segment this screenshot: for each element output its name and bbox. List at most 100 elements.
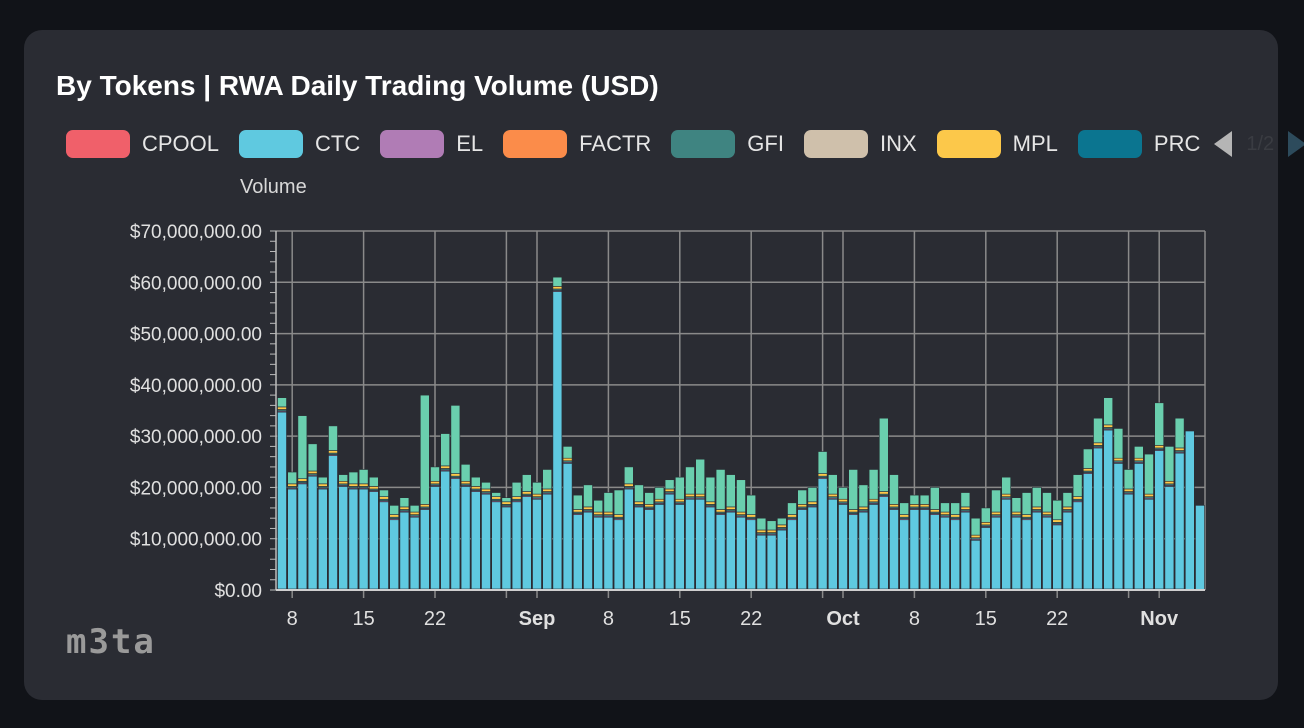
bar-segment-other[interactable] [848,469,859,510]
bar-segment-ctc[interactable] [368,491,379,590]
bar-segment-ctc[interactable] [736,516,746,590]
bar-segment-mpl[interactable] [766,529,777,533]
bar-segment-ctc[interactable] [766,534,777,590]
bar-segment-other[interactable] [1164,446,1175,482]
bar-segment-mpl[interactable] [1083,468,1093,472]
bar-segment-ctc[interactable] [491,501,502,590]
bar-segment-ctc[interactable] [297,483,308,590]
bar-segment-other[interactable] [766,520,777,531]
bar-segment-mpl[interactable] [970,534,981,538]
bar-segment-ctc[interactable] [950,519,961,590]
bar-segment-ctc[interactable] [1072,501,1083,590]
bar-segment-ctc[interactable] [838,504,848,590]
bar-segment-other[interactable] [899,502,910,515]
bar-segment-other[interactable] [807,487,818,503]
bar-segment-mpl[interactable] [583,506,593,510]
bar-segment-other[interactable] [532,481,542,495]
bar-segment-ctc[interactable] [705,506,716,590]
bar-segment-ctc[interactable] [552,291,563,590]
bar-segment-mpl[interactable] [501,501,512,505]
bar-segment-ctc[interactable] [1042,516,1052,590]
bar-segment-ctc[interactable] [685,498,695,590]
bar-segment-mpl[interactable] [736,511,746,515]
bar-segment-other[interactable] [1052,499,1062,521]
bar-segment-other[interactable] [1021,492,1032,515]
bar-segment-mpl[interactable] [715,509,726,513]
bar-segment-other[interactable] [613,489,624,515]
bar-segment-mpl[interactable] [317,483,328,487]
bar-segment-other[interactable] [787,502,797,515]
bar-segment-other[interactable] [929,487,940,510]
bar-segment-ctc[interactable] [715,514,726,590]
bar-segment-ctc[interactable] [827,498,838,590]
legend-item-el[interactable]: EL [380,130,483,158]
bar-segment-ctc[interactable] [674,504,685,590]
bar-segment-mpl[interactable] [991,511,1001,515]
bar-segment-mpl[interactable] [695,493,706,497]
bar-segment-other[interactable] [674,476,685,500]
bar-segment-mpl[interactable] [838,498,848,503]
bar-segment-mpl[interactable] [705,501,716,505]
bar-segment-other[interactable] [1032,487,1042,508]
bar-segment-other[interactable] [419,394,430,505]
bar-segment-other[interactable] [521,474,532,492]
bar-segment-other[interactable] [1072,474,1083,497]
bar-segment-other[interactable] [1134,446,1144,459]
bar-segment-ctc[interactable] [1052,524,1062,590]
bar-segment-ctc[interactable] [379,501,389,590]
bar-segment-mpl[interactable] [899,514,910,518]
bar-segment-mpl[interactable] [817,473,828,477]
bar-segment-mpl[interactable] [827,493,838,497]
bar-segment-other[interactable] [919,494,930,505]
bar-segment-other[interactable] [909,494,920,505]
bar-segment-ctc[interactable] [440,470,451,590]
bar-segment-ctc[interactable] [756,534,767,590]
bar-segment-other[interactable] [1103,397,1113,426]
bar-segment-mpl[interactable] [623,483,634,487]
bar-segment-mpl[interactable] [848,509,859,513]
bar-segment-ctc[interactable] [1164,486,1175,590]
bar-segment-ctc[interactable] [1185,430,1195,591]
bar-segment-ctc[interactable] [1195,505,1205,591]
bar-segment-ctc[interactable] [654,504,665,590]
legend-item-factr[interactable]: FACTR [503,130,651,158]
bar-segment-mpl[interactable] [868,498,879,503]
bar-segment-other[interactable] [491,492,502,497]
legend-item-inx[interactable]: INX [803,130,917,158]
bar-segment-ctc[interactable] [878,496,889,590]
bar-segment-mpl[interactable] [572,509,583,513]
bar-segment-other[interactable] [583,484,593,508]
bar-segment-mpl[interactable] [1052,519,1062,523]
bar-segment-ctc[interactable] [521,496,532,590]
bar-segment-mpl[interactable] [1032,506,1042,510]
bar-segment-ctc[interactable] [460,486,471,590]
bar-segment-other[interactable] [827,474,838,495]
bar-segment-other[interactable] [685,466,695,495]
bar-segment-other[interactable] [970,517,981,536]
bar-segment-ctc[interactable] [603,516,614,590]
bar-segment-other[interactable] [287,471,298,485]
bar-segment-mpl[interactable] [1164,480,1175,485]
bar-segment-other[interactable] [358,469,369,485]
bar-segment-other[interactable] [725,474,736,508]
bar-segment-other[interactable] [379,489,389,497]
bar-segment-ctc[interactable] [1083,473,1093,590]
bar-segment-mpl[interactable] [368,486,379,490]
bar-segment-mpl[interactable] [746,514,757,518]
bar-segment-ctc[interactable] [664,493,675,590]
bar-segment-other[interactable] [511,481,522,497]
bar-segment-ctc[interactable] [501,506,512,590]
bar-segment-ctc[interactable] [1021,519,1032,590]
bar-segment-other[interactable] [307,443,318,472]
bar-segment-mpl[interactable] [1174,447,1185,451]
bar-segment-other[interactable] [1174,417,1185,449]
bar-segment-other[interactable] [1144,453,1154,495]
prev-page-icon[interactable] [1214,131,1233,157]
bar-segment-other[interactable] [1113,428,1124,459]
bar-segment-ctc[interactable] [634,506,644,590]
bar-segment-mpl[interactable] [776,524,787,528]
legend-item-prc[interactable]: PRC [1077,130,1200,158]
bar-segment-mpl[interactable] [858,506,869,510]
bar-segment-other[interactable] [593,499,604,513]
bar-segment-mpl[interactable] [613,514,624,518]
